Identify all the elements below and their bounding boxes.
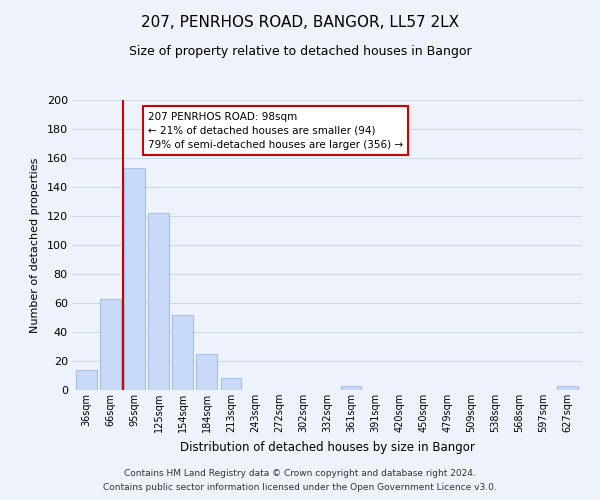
Y-axis label: Number of detached properties: Number of detached properties [30,158,40,332]
Bar [196,354,217,390]
X-axis label: Distribution of detached houses by size in Bangor: Distribution of detached houses by size … [179,440,475,454]
Text: Size of property relative to detached houses in Bangor: Size of property relative to detached ho… [128,45,472,58]
Bar [557,386,578,390]
Bar [148,213,169,390]
Bar [76,370,97,390]
Bar [221,378,241,390]
Bar [341,386,361,390]
Text: 207, PENRHOS ROAD, BANGOR, LL57 2LX: 207, PENRHOS ROAD, BANGOR, LL57 2LX [141,15,459,30]
Text: Contains HM Land Registry data © Crown copyright and database right 2024.: Contains HM Land Registry data © Crown c… [124,468,476,477]
Bar [100,298,121,390]
Text: Contains public sector information licensed under the Open Government Licence v3: Contains public sector information licen… [103,484,497,492]
Bar [172,314,193,390]
Text: 207 PENRHOS ROAD: 98sqm
← 21% of detached houses are smaller (94)
79% of semi-de: 207 PENRHOS ROAD: 98sqm ← 21% of detache… [148,112,403,150]
Bar [124,168,145,390]
